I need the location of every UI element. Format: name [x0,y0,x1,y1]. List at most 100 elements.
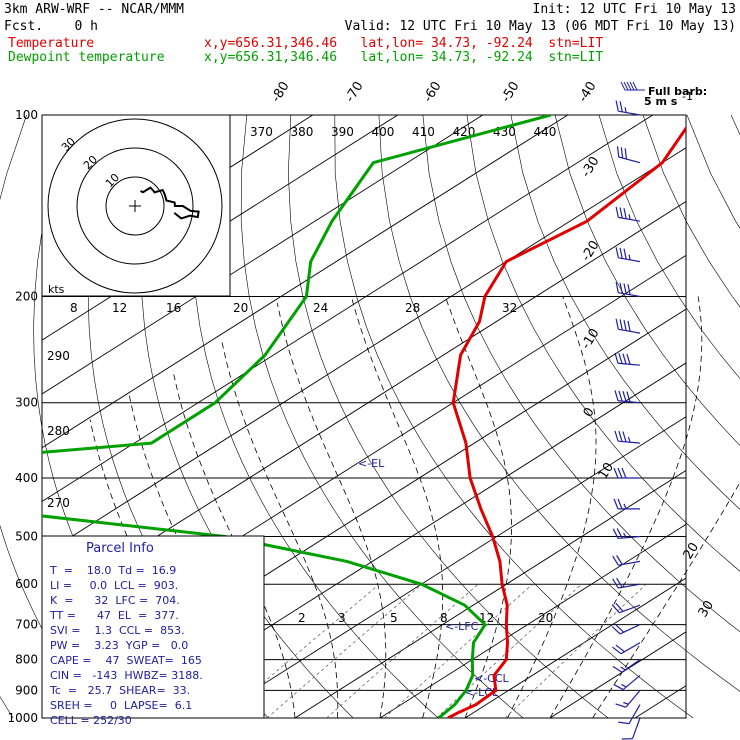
dry-adiabat [287,114,609,719]
dewpoint-location: x,y=656.31,346.46 lat,lon= 34.73, -92.24… [204,50,604,65]
wind-barb [612,659,641,673]
isotherm-line [549,631,687,719]
wind-barb-full [611,626,621,635]
pressure-label: 1000 [7,711,38,725]
isotherm-label: 10 [596,460,617,482]
wind-barb-full [614,390,619,401]
theta-e-label: 440 [534,125,557,139]
wind-barb-full [617,498,623,510]
wind-barb-full [612,528,619,539]
pressure-label: 400 [15,471,38,485]
isotherm-label: -70 [343,79,367,105]
wind-barb-full [617,467,623,479]
wind-barb-full [615,100,619,112]
hodograph-ring [47,118,223,294]
wind-barb-full [624,148,628,160]
isotherm-line [41,114,653,502]
mixing-ratio-label: 5 [390,611,398,625]
barb-legend: Full barb:5 m s -1 [620,81,707,108]
parcel-info-box [41,535,265,719]
dry-adiabat [0,696,14,719]
wind-barb-full [623,208,627,219]
wind-barb [615,247,641,263]
wind-barb-full [616,146,620,158]
wind-barb-full [627,320,631,332]
pressure-label: 900 [15,683,38,697]
mixing-ratio-line [326,583,479,719]
isotherm-label: 20 [681,540,702,562]
mixing-ratio-label: 20 [233,301,248,315]
parcel-info-row: CIN = -143 HWBZ= 3188. [50,669,203,682]
mixing-ratio-label: 8 [70,301,78,315]
wind-barb-full [622,390,627,402]
wind-barb-full [615,703,627,708]
wind-barb-full [618,390,623,402]
forecast-hour: Fcst. 0 h [4,19,98,34]
hodograph-ring [76,147,194,265]
wind-barb-full [626,391,631,403]
dry-adiabat [510,114,740,510]
wind-barb-staff [631,717,641,739]
moist-adiabat [592,481,740,719]
parcel-info-row: TT = 47 EL = 377. [49,609,179,622]
mixing-ratio-label: 24 [313,301,328,315]
el-marker: <-EL [358,457,385,470]
wind-barb [613,467,640,479]
wind-barb-full [612,646,622,655]
wind-barb-full [622,431,627,443]
dry-adiabat [730,114,740,136]
wind-barb-full [613,467,619,479]
isotherm-label: -60 [421,79,445,105]
wind-barb-full [626,353,631,365]
wind-barb-staff [618,362,641,366]
theta-label: 270 [47,496,70,510]
theta-e-label: 410 [412,125,435,139]
wind-barb-staff [618,110,641,116]
wind-barb-half [620,666,626,671]
pressure-label: 500 [15,529,38,543]
wind-barb-staff [618,328,641,334]
wind-barb-full [618,721,630,725]
wind-barb-full [620,147,624,159]
dry-adiabat [598,114,740,380]
wind-barb-half [628,254,631,260]
wind-barb [616,146,641,164]
dry-adiabat [466,114,740,572]
theta-label: 290 [47,349,70,363]
wind-barb-full [623,248,627,260]
theta-e-label: 400 [372,125,395,139]
wind-barb [612,555,641,566]
pressure-label: 200 [15,290,38,304]
wind-barb [612,528,641,540]
parcel-info-row: CELL = 252/30 [50,714,132,727]
model-title: 3km ARW-WRF -- NCAR/MMM [4,2,185,17]
wind-barb-full [612,555,619,566]
wind-barb-full [619,101,623,112]
temperature-legend: Temperature [8,36,95,51]
wind-barb-half [623,701,629,705]
wind-barb-full [621,738,633,740]
valid-time: Valid: 12 UTC Fri 10 May 13 (06 MDT Fri … [344,19,736,34]
parcel-info-row: LI = 0.0 LCL = 903. [50,579,178,592]
theta-e-label: 370 [250,125,273,139]
wind-barb [615,206,641,222]
wind-barb [613,674,641,691]
wind-barb [611,602,641,614]
dry-adiabat [422,114,740,633]
wind-barb-staff [618,216,641,222]
wind-barb-staff [619,624,641,635]
wind-barb-full [618,353,623,364]
isotherm-line [41,114,568,449]
wind-barb-full [619,247,623,259]
wind-barb-full [627,284,631,295]
wind-barb [612,577,641,589]
wind-barb [612,642,641,655]
wind-barb-staff [618,156,641,164]
wind-barb-full [612,578,619,589]
mixing-ratio-label: 32 [502,301,517,315]
wind-barb-full [619,319,623,331]
isotherm-label: -20 [579,238,603,264]
wind-barb-staff [618,257,641,263]
isotherm-label: -50 [499,79,523,105]
wind-barb-full [611,604,620,614]
